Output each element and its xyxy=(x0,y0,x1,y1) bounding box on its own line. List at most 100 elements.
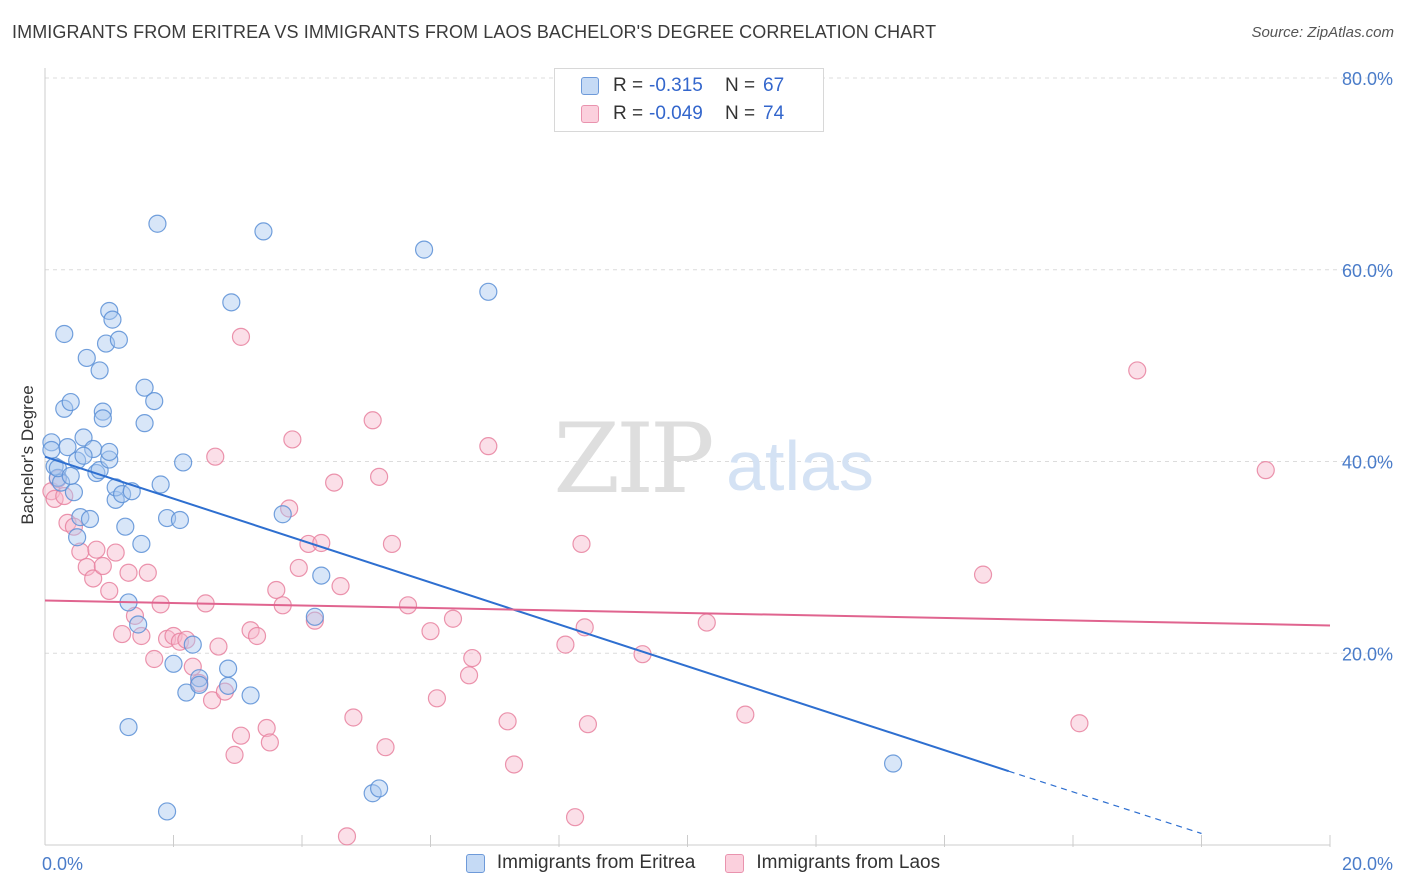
laos-point xyxy=(463,648,482,668)
laos-point xyxy=(565,808,585,827)
legend-n-label: N = xyxy=(725,103,756,124)
eritrea-point xyxy=(61,466,80,485)
eritrea-point xyxy=(55,399,74,418)
laos-point xyxy=(64,517,84,536)
laos-point xyxy=(231,327,251,346)
laos-point xyxy=(459,666,479,685)
legend-r-value: -0.315 xyxy=(649,75,703,96)
laos-point xyxy=(206,447,225,466)
axes xyxy=(44,68,1331,847)
legend-r-label: R = xyxy=(613,75,644,96)
laos-point xyxy=(325,473,344,492)
legend-r-value: -0.049 xyxy=(649,103,703,124)
x-tick-label: 0.0% xyxy=(42,854,83,874)
series-legend-eritrea: Immigrants from Eritrea xyxy=(465,852,696,874)
laos-point xyxy=(398,596,418,615)
eritrea-point xyxy=(183,635,202,654)
legend-row-eritrea: R = -0.315 N = 67 xyxy=(581,74,784,98)
eritrea-point xyxy=(109,330,128,349)
source-label: Source: ZipAtlas.com xyxy=(1251,24,1394,41)
laos-point xyxy=(1256,461,1275,480)
laos-point xyxy=(84,569,103,588)
laos-point xyxy=(427,689,447,708)
laos-point xyxy=(138,563,157,582)
watermark: ZIP atlas xyxy=(553,403,874,515)
laos-point xyxy=(443,609,463,628)
legend-n-value: 74 xyxy=(763,103,785,124)
legend-r-label: R = xyxy=(613,103,644,124)
laos-point xyxy=(421,622,440,641)
series-label-laos: Immigrants from Laos xyxy=(756,852,941,873)
laos-point xyxy=(337,827,357,846)
laos-point xyxy=(231,726,251,745)
eritrea-point xyxy=(61,392,80,412)
laos-point xyxy=(55,486,74,506)
laos-point xyxy=(370,467,389,486)
laos-point xyxy=(1070,714,1089,733)
laos-point xyxy=(87,540,106,559)
data-points xyxy=(42,214,1275,846)
eritrea-point xyxy=(312,566,331,585)
eritrea-point xyxy=(414,240,434,259)
grid-lines xyxy=(45,77,1392,654)
eritrea-point xyxy=(58,438,77,457)
laos-point xyxy=(556,635,575,654)
eritrea-point xyxy=(100,442,119,462)
laos-point xyxy=(479,437,498,456)
laos-point xyxy=(283,430,302,449)
eritrea-point xyxy=(129,615,148,634)
chart-title: IMMIGRANTS FROM ERITREA VS IMMIGRANTS FR… xyxy=(12,22,937,42)
laos-point xyxy=(973,565,993,584)
eritrea-point xyxy=(222,293,241,312)
watermark-zip: ZIP xyxy=(553,403,712,515)
eritrea-point xyxy=(190,669,209,688)
laos-point xyxy=(215,682,234,701)
eritrea-point xyxy=(370,779,389,798)
laos-point xyxy=(260,733,279,752)
eritrea-point xyxy=(151,475,170,494)
series-legend: Immigrants from Eritrea Immigrants from … xyxy=(0,852,1406,874)
laos-point xyxy=(106,543,125,562)
eritrea-point xyxy=(241,686,260,705)
eritrea-point xyxy=(219,676,238,695)
eritrea-point xyxy=(135,378,154,397)
laos-point xyxy=(77,557,96,577)
legend-swatch-laos xyxy=(581,105,599,123)
laos-point xyxy=(363,411,382,430)
trend-lines xyxy=(44,455,1331,835)
eritrea-trend-line xyxy=(44,455,1010,773)
laos-point xyxy=(289,558,308,578)
tick-labels: 20.0% 40.0% 60.0% 80.0% 0.0% 20.0% xyxy=(42,69,1393,874)
laos-point xyxy=(151,595,170,614)
laos-trend-line xyxy=(44,599,1331,627)
x-tick-label: 20.0% xyxy=(1342,854,1393,874)
laos-point xyxy=(498,712,517,731)
laos-point xyxy=(100,581,119,601)
laos-point xyxy=(305,611,324,630)
laos-point xyxy=(504,755,524,774)
eritrea-trend-extension xyxy=(1008,770,1202,835)
eritrea-point xyxy=(93,402,112,421)
eritrea-point xyxy=(100,450,119,469)
series-swatch-eritrea xyxy=(465,853,485,873)
eritrea-point xyxy=(157,802,177,821)
eritrea-point xyxy=(148,214,167,233)
eritrea-point xyxy=(74,446,93,465)
series-label-eritrea: Immigrants from Eritrea xyxy=(496,852,696,873)
laos-point xyxy=(132,626,151,646)
laos-point xyxy=(112,624,132,644)
eritrea-point xyxy=(479,282,498,301)
laos-point xyxy=(299,534,318,554)
eritrea-point xyxy=(273,505,292,524)
legend-n-value: 67 xyxy=(763,75,785,96)
eritrea-point xyxy=(77,348,96,368)
eritrea-point xyxy=(80,509,100,529)
laos-point xyxy=(697,613,716,632)
eritrea-point xyxy=(164,654,183,673)
eritrea-point xyxy=(145,391,164,411)
eritrea-point xyxy=(90,361,109,380)
eritrea-point xyxy=(190,675,209,694)
series-legend-laos: Immigrants from Laos xyxy=(725,852,940,874)
series-swatch-laos xyxy=(725,853,745,873)
